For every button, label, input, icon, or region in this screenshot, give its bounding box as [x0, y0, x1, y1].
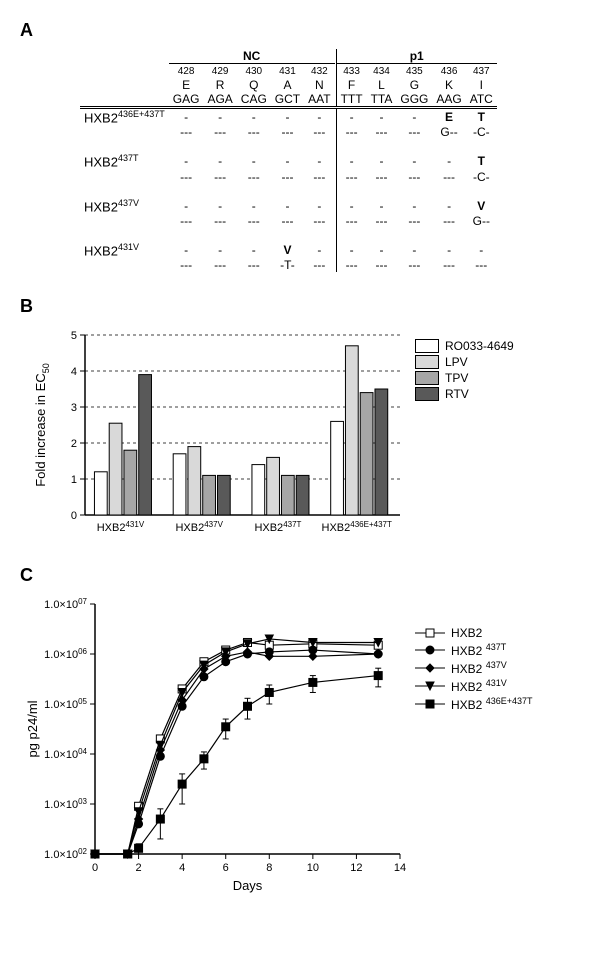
- svg-text:12: 12: [350, 862, 362, 874]
- svg-text:6: 6: [223, 862, 229, 874]
- svg-text:2: 2: [71, 438, 77, 450]
- svg-text:1.0×1006: 1.0×1006: [44, 647, 87, 661]
- panel-c-chart: 1.0×1002 1.0×1003 1.0×1004 1.0×1005 1.0×1006…: [20, 594, 580, 894]
- legend-item: LPV: [415, 355, 514, 369]
- svg-text:14: 14: [394, 862, 406, 874]
- svg-text:1.0×1007: 1.0×1007: [44, 597, 87, 611]
- svg-text:4: 4: [71, 366, 77, 378]
- legend-item: HXB2 431V: [415, 678, 532, 694]
- legend-item: HXB2 437T: [415, 642, 532, 658]
- legend-item: HXB2: [415, 626, 532, 640]
- panel-b-chart: 0 1 2 3 4 5 HXB2431V HXB2437V HXB2437T HXB2436E+4…: [20, 325, 580, 555]
- svg-text:3: 3: [71, 402, 77, 414]
- svg-text:1.0×1005: 1.0×1005: [44, 697, 87, 711]
- svg-text:pg p24/ml: pg p24/ml: [25, 701, 40, 758]
- panel-b-label: B: [20, 296, 580, 317]
- svg-text:0: 0: [92, 862, 98, 874]
- svg-text:4: 4: [179, 862, 185, 874]
- panel-c-label: C: [20, 565, 580, 586]
- panel-a-table: NCp1428429430431432433434435436437ERQANF…: [80, 49, 497, 272]
- legend-item: HXB2 437V: [415, 660, 532, 676]
- svg-text:Fold increase in EC50: Fold increase in EC50: [33, 364, 51, 487]
- svg-text:HXB2437V: HXB2437V: [175, 520, 223, 534]
- legend-item: RTV: [415, 387, 514, 401]
- svg-text:HXB2436E+437T: HXB2436E+437T: [322, 520, 392, 534]
- svg-text:1.0×1003: 1.0×1003: [44, 797, 87, 811]
- legend-item: HXB2 436E+437T: [415, 696, 532, 712]
- svg-text:Days: Days: [233, 878, 263, 893]
- svg-text:2: 2: [136, 862, 142, 874]
- legend-item: RO033-4649: [415, 339, 514, 353]
- svg-text:5: 5: [71, 330, 77, 342]
- svg-text:1.0×1004: 1.0×1004: [44, 747, 87, 761]
- svg-text:1.0×1002: 1.0×1002: [44, 847, 87, 861]
- svg-text:10: 10: [307, 862, 319, 874]
- svg-text:8: 8: [266, 862, 272, 874]
- svg-text:HXB2431V: HXB2431V: [97, 520, 145, 534]
- svg-text:1: 1: [71, 474, 77, 486]
- panel-a-label: A: [20, 20, 580, 41]
- svg-text:HXB2437T: HXB2437T: [254, 520, 301, 534]
- legend-item: TPV: [415, 371, 514, 385]
- svg-text:0: 0: [71, 510, 77, 522]
